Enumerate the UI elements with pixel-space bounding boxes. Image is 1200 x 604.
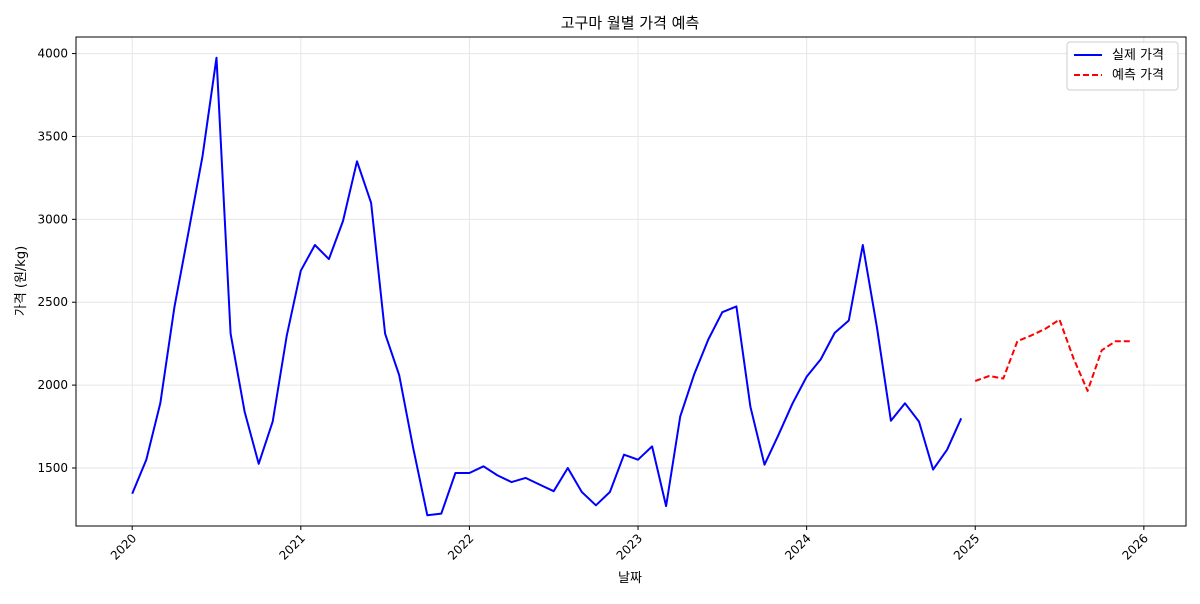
legend-label-actual: 실제 가격 [1112,48,1164,63]
legend: 실제 가격 예측 가격 [1066,41,1179,91]
series-line-forecast [974,318,1130,392]
data-layer [131,56,1130,517]
y-tick-label: 2000 [37,378,68,392]
x-tick-label: 2025 [951,531,982,562]
y-tick-label: 3000 [37,212,68,226]
x-tick-label: 2020 [108,531,139,562]
y-tick-label: 2500 [37,295,68,309]
x-tick-label: 2021 [276,531,307,562]
x-tick-label: 2026 [1119,531,1150,562]
x-axis-ticks: 2020 2021 2022 2023 2024 2025 2026 [108,526,1151,563]
x-tick-label: 2024 [782,531,813,562]
y-tick-label: 1500 [37,461,68,475]
y-tick-label: 3500 [37,129,68,143]
x-tick-label: 2022 [445,531,476,562]
plot-frame [75,36,1187,527]
chart-title: 고구마 월별 가격 예측 [561,14,700,32]
x-axis-label: 날짜 [618,571,642,586]
legend-label-forecast: 예측 가격 [1112,68,1164,83]
series-line-actual [131,56,963,517]
x-tick-label: 2023 [614,531,645,562]
y-axis-ticks: 1500 2000 2500 3000 3500 4000 [37,47,76,475]
grid-layer [76,37,1186,526]
y-tick-label: 4000 [37,47,68,61]
y-axis-label: 가격 (원/kg) [14,246,29,316]
